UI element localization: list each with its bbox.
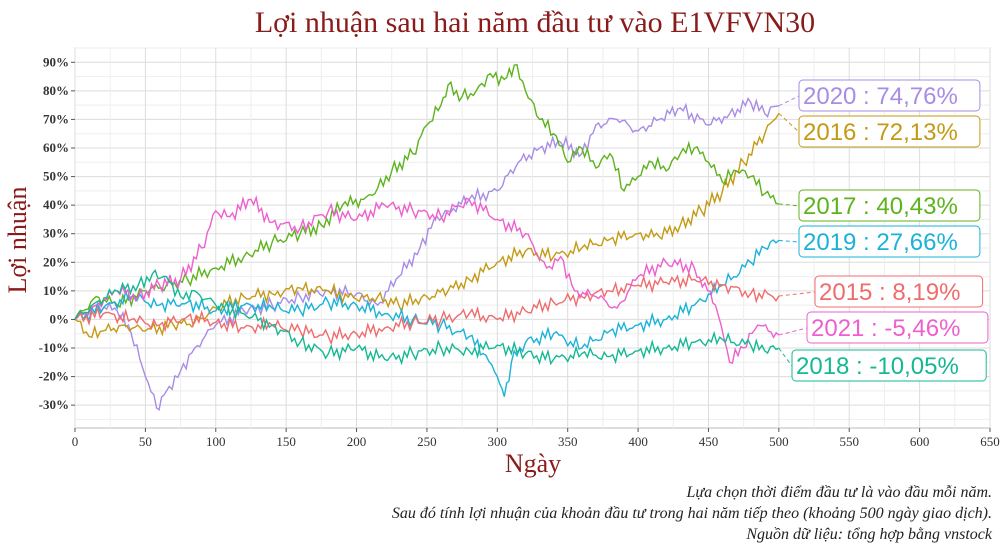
label-connector-2018 (778, 347, 793, 367)
y-axis-label: Lợi nhuận (3, 187, 32, 294)
y-tick-label: -20% (39, 369, 69, 384)
label-connector-2021 (778, 327, 808, 336)
x-tick-label: 0 (72, 434, 79, 449)
x-tick-label: 500 (769, 434, 789, 449)
y-tick-label: -10% (39, 340, 69, 355)
end-label-2016: 2016 : 72,13% (803, 119, 958, 146)
label-connector-2017 (778, 203, 800, 207)
label-connector-2015 (778, 291, 816, 297)
label-connector-2019 (778, 239, 800, 243)
label-connector-2016 (778, 112, 800, 133)
x-tick-label: 350 (558, 434, 578, 449)
y-tick-label: 30% (43, 226, 69, 241)
end-label-2019: 2019 : 27,66% (803, 229, 958, 256)
series-line-2017 (74, 64, 779, 320)
y-tick-label: 20% (43, 254, 69, 269)
series-end-labels: 2020 : 74,76% 2016 : 72,13% 2017 : 40,43% 2… (778, 79, 989, 382)
end-label-box-2016 (798, 115, 981, 148)
y-tick-label: 80% (43, 83, 69, 98)
y-tick-label: 50% (43, 169, 69, 184)
caption-line-2: Sau đó tính lợi nhuận của khoản đầu tư t… (392, 505, 992, 522)
x-tick-label: 400 (628, 434, 648, 449)
label-connector-2020 (778, 95, 800, 107)
x-tick-label: 300 (488, 434, 508, 449)
y-axis-ticks: -30% -20% -10% 0% 10% 20% 30% 40% 50% 60% 70% 80% 90… (39, 54, 75, 412)
y-tick-label: -30% (39, 397, 69, 412)
end-label-box-2015 (814, 275, 984, 308)
x-tick-label: 450 (699, 434, 719, 449)
end-label-2015: 2015 : 8,19% (819, 279, 960, 306)
series-line-2021 (74, 195, 780, 364)
x-tick-label: 150 (276, 434, 296, 449)
x-tick-label: 100 (206, 434, 226, 449)
end-label-2020: 2020 : 74,76% (803, 83, 958, 110)
end-label-2018: 2018 : -10,05% (796, 353, 959, 380)
end-label-box-2017 (798, 189, 981, 222)
y-tick-label: 60% (43, 140, 69, 155)
y-tick-label: 90% (43, 54, 69, 69)
end-label-box-2020 (798, 79, 981, 112)
end-label-box-2019 (798, 225, 981, 258)
chart-title: Lợi nhuận sau hai năm đầu tư vào E1VFVN3… (255, 6, 815, 39)
y-tick-label: 10% (43, 283, 69, 298)
x-tick-label: 550 (839, 434, 859, 449)
x-tick-label: 250 (417, 434, 437, 449)
x-axis-ticks: 0 50 100 150 200 250 300 350 400 450 500 550 600 650 (72, 428, 1000, 449)
x-tick-label: 200 (347, 434, 367, 449)
x-tick-label: 600 (910, 434, 930, 449)
y-tick-label: 40% (43, 197, 69, 212)
x-tick-label: 50 (139, 434, 152, 449)
y-tick-label: 0% (50, 311, 70, 326)
series-line-2018 (74, 269, 780, 366)
x-tick-label: 650 (980, 434, 1000, 449)
caption-line-3: Nguồn dữ liệu: tổng hợp bằng vnstock (745, 526, 993, 543)
end-label-2017: 2017 : 40,43% (803, 193, 958, 220)
series-lines (74, 64, 780, 412)
y-tick-label: 70% (43, 111, 69, 126)
end-label-box-2021 (806, 311, 989, 344)
caption-line-1: Lựa chọn thời điểm đầu tư là vào đầu mỗi… (685, 484, 992, 501)
end-label-2021: 2021 : -5,46% (811, 315, 960, 342)
series-line-2016 (74, 112, 780, 340)
x-axis-label: Ngày (505, 449, 561, 478)
series-line-2020 (74, 96, 779, 412)
series-line-2015 (74, 271, 780, 346)
end-label-box-2018 (791, 349, 987, 382)
